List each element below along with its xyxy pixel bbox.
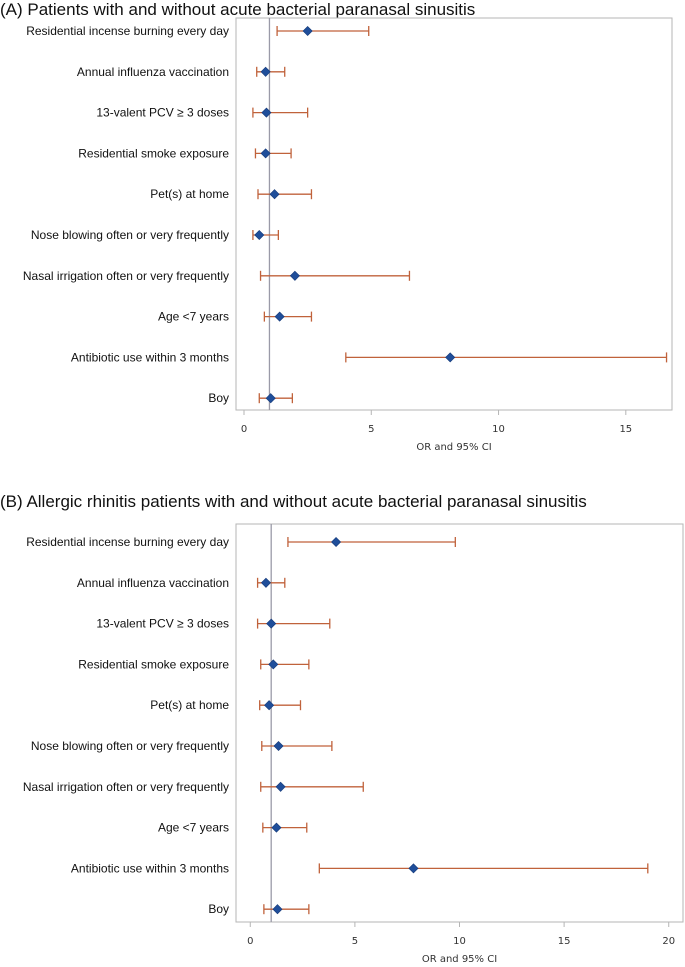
p1-estimate-marker-7 (271, 822, 282, 833)
p1-estimate-marker-6 (275, 781, 286, 792)
p0-category-label-7: Age <7 years (158, 310, 229, 324)
p0-estimate-marker-7 (274, 311, 285, 322)
p1-plot-frame (235, 523, 684, 923)
p0-category-label-0: Residential incense burning every day (26, 24, 229, 38)
p1-estimate-marker-4 (264, 700, 275, 711)
forest-plot-b: (B) Allergic rhinitis patients with and … (0, 492, 685, 967)
p1-category-label-4: Pet(s) at home (150, 698, 229, 712)
p0-category-label-5: Nose blowing often or very frequently (31, 228, 229, 242)
p1-x-tick-label-15: 15 (558, 936, 571, 947)
p1-estimate-marker-3 (268, 659, 279, 670)
p1-x-axis-label: OR and 95% CI (422, 954, 497, 965)
p0-category-label-2: 13-valent PCV ≥ 3 doses (96, 106, 229, 120)
p1-x-tick-label-5: 5 (352, 936, 358, 947)
p0-category-label-3: Residential smoke exposure (78, 146, 229, 160)
p0-plot-frame (235, 17, 673, 411)
p1-category-label-0: Residential incense burning every day (26, 535, 229, 549)
p0-category-label-1: Annual influenza vaccination (77, 65, 229, 79)
p1-estimate-marker-2 (266, 618, 277, 629)
p1-category-label-5: Nose blowing often or very frequently (31, 739, 229, 753)
p0-estimate-marker-0 (302, 25, 313, 37)
p1-category-label-1: Annual influenza vaccination (77, 576, 229, 590)
p0-x-tick-label-15: 15 (619, 424, 632, 435)
p1-estimate-marker-0 (331, 536, 342, 548)
p0-estimate-marker-1 (260, 66, 271, 77)
p1-estimate-marker-5 (273, 740, 284, 752)
p0-category-label-9: Boy (208, 391, 229, 405)
p1-category-label-2: 13-valent PCV ≥ 3 doses (96, 617, 229, 631)
p1-x-tick-label-0: 0 (247, 936, 253, 947)
p0-estimate-marker-2 (261, 107, 272, 118)
p0-x-axis-label: OR and 95% CI (416, 442, 491, 453)
p0-x-tick-label-0: 0 (241, 424, 247, 435)
p0-estimate-marker-3 (260, 148, 271, 159)
p0-estimate-marker-8 (445, 352, 456, 363)
p0-category-label-8: Antibiotic use within 3 months (71, 350, 229, 364)
p1-x-tick-label-10: 10 (453, 936, 466, 947)
p0-estimate-marker-6 (289, 270, 300, 281)
forest-plot-a-svg: 0 5 10 15 OR and 95% CI Residential incense b… (23, 17, 673, 453)
p0-estimate-marker-4 (269, 189, 280, 200)
p0-category-label-6: Nasal irrigation often or very frequentl… (23, 269, 229, 283)
forest-plot-b-svg: 0 5 10 15 20 OR and 95% CI Residential incense… (23, 523, 684, 965)
p1-estimate-marker-9 (272, 904, 283, 915)
forest-plot-a: (A) Patients with and without acute bact… (0, 0, 685, 480)
p0-x-tick-label-10: 10 (492, 424, 505, 435)
p1-x-tick-label-20: 20 (662, 936, 675, 947)
p1-category-label-9: Boy (208, 902, 229, 916)
p0-estimate-marker-9 (265, 393, 276, 404)
p1-estimate-marker-1 (260, 577, 271, 588)
p0-x-tick-label-5: 5 (368, 424, 374, 435)
p0-category-label-4: Pet(s) at home (150, 187, 229, 201)
p0-estimate-marker-5 (254, 229, 265, 241)
chart-title-b: (B) Allergic rhinitis patients with and … (0, 492, 587, 511)
p1-category-label-6: Nasal irrigation often or very frequentl… (23, 780, 229, 794)
p1-estimate-marker-8 (408, 863, 419, 874)
p1-category-label-3: Residential smoke exposure (78, 657, 229, 671)
chart-title-a: (A) Patients with and without acute bact… (0, 0, 476, 19)
p1-category-label-8: Antibiotic use within 3 months (71, 861, 229, 875)
p1-category-label-7: Age <7 years (158, 821, 229, 835)
